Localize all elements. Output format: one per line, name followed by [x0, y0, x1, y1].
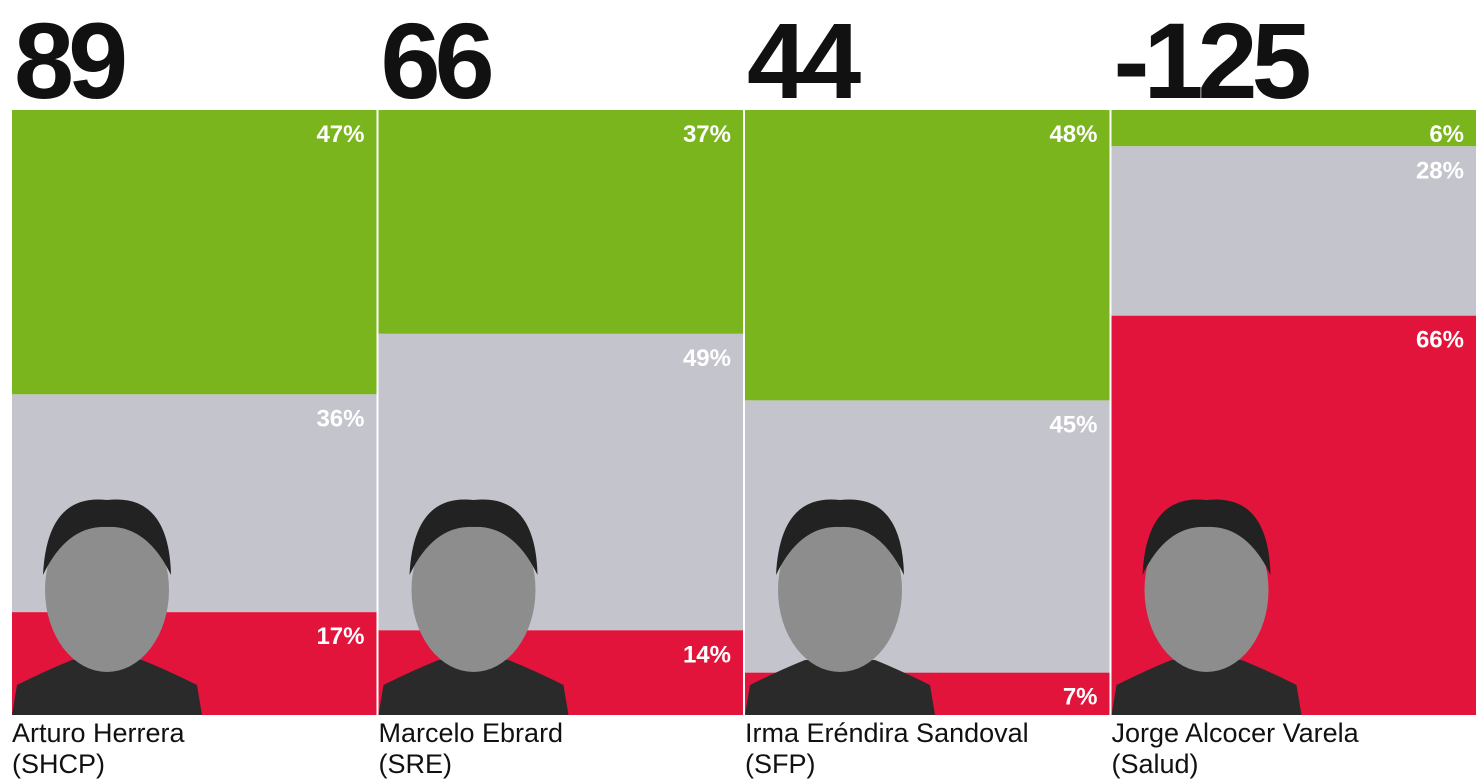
value-label: 36% — [316, 405, 364, 432]
bar-segment — [378, 110, 743, 334]
portrait — [411, 508, 536, 672]
bar-segment — [1111, 110, 1476, 147]
score: -125 — [1114, 0, 1310, 121]
portrait — [12, 660, 202, 715]
portrait — [778, 508, 902, 672]
value-label: 28% — [1416, 157, 1464, 184]
score: 89 — [14, 0, 125, 121]
portrait — [43, 499, 171, 575]
value-label: 7% — [1063, 684, 1098, 711]
portrait — [1144, 508, 1269, 672]
value-label: 48% — [1049, 121, 1097, 148]
bar-segment — [12, 110, 377, 395]
office-label: (SFP) — [745, 749, 816, 779]
office-label: (Salud) — [1112, 749, 1199, 779]
value-label: 17% — [316, 623, 364, 650]
value-label: 6% — [1429, 121, 1464, 148]
portrait — [378, 660, 569, 715]
score: 44 — [747, 0, 861, 121]
name-label: Irma Eréndira Sandoval — [745, 718, 1029, 748]
portrait — [1142, 499, 1271, 575]
office-label: (SHCP) — [12, 749, 105, 779]
name-label: Marcelo Ebrard — [379, 718, 564, 748]
value-label: 37% — [683, 121, 731, 148]
portrait — [776, 499, 904, 575]
portrait — [1111, 660, 1302, 715]
value-label: 45% — [1049, 411, 1097, 438]
value-label: 49% — [683, 345, 731, 372]
bar-segment — [745, 110, 1110, 401]
name-label: Jorge Alcocer Varela — [1112, 718, 1360, 748]
value-label: 47% — [316, 121, 364, 148]
value-label: 14% — [683, 641, 731, 668]
portrait — [45, 508, 169, 672]
name-label: Arturo Herrera — [12, 718, 186, 748]
office-label: (SRE) — [379, 749, 453, 779]
bar-segment — [1111, 146, 1476, 316]
value-label: 66% — [1416, 327, 1464, 354]
portrait — [409, 499, 538, 575]
portrait — [745, 660, 935, 715]
score: 66 — [381, 0, 492, 121]
